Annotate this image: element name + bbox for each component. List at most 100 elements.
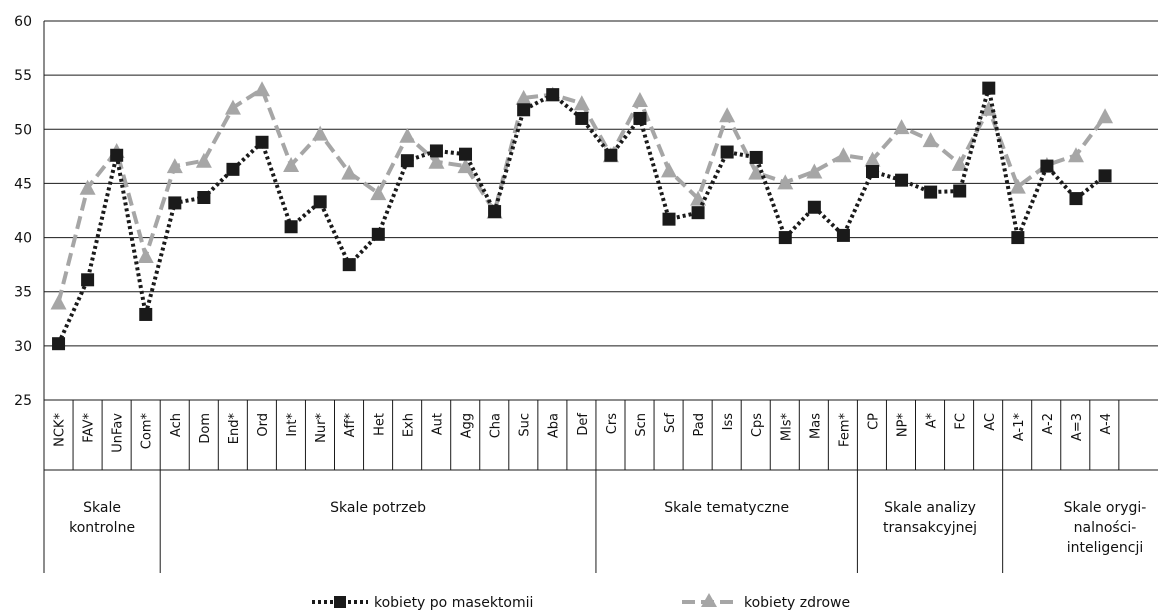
x-category-label: A-1* (1012, 413, 1027, 442)
x-category-label: NCK* (53, 413, 68, 447)
x-category-label: A=3 (1070, 413, 1085, 441)
data-point-triangle (631, 92, 648, 108)
group-label-line: nalności- (1074, 520, 1137, 536)
data-point-square (1098, 169, 1112, 183)
data-point-square (81, 273, 95, 287)
data-point-square (313, 195, 327, 209)
x-category-label: Agg (460, 413, 475, 438)
group-label-line: Skale orygi- (1064, 500, 1147, 516)
data-point-triangle (573, 95, 590, 111)
category-groups: Skale kontrolne Skale potrzeb Skale tematyc… (69, 500, 1146, 556)
x-category-label: Aff* (343, 413, 358, 438)
data-point-triangle (1097, 108, 1114, 124)
x-category-label: Mas (808, 413, 823, 439)
series-1 (52, 81, 1112, 351)
data-point-triangle (951, 155, 968, 171)
data-point-triangle (719, 107, 736, 123)
x-category-label: CP (866, 413, 881, 430)
data-point-square (924, 185, 938, 199)
x-category-label: AC (983, 413, 998, 431)
data-point-triangle (254, 81, 271, 97)
y-tick-label: 50 (14, 122, 32, 138)
group-label-line: inteligencji (1067, 540, 1144, 556)
data-point-triangle (777, 174, 794, 190)
legend-label-series-2: kobiety zdrowe (744, 595, 850, 610)
data-point-triangle (748, 164, 765, 180)
x-category-label: Nur* (314, 413, 329, 443)
x-category-label: Scf (663, 413, 678, 433)
y-tick-label: 30 (14, 339, 32, 355)
data-point-square (865, 165, 879, 179)
data-point-triangle (341, 164, 358, 180)
series-line (56, 87, 1107, 345)
legend: kobiety po masektomii kobiety zdrowe (312, 593, 850, 610)
data-point-triangle (1009, 178, 1026, 194)
y-tick-label: 60 (14, 14, 32, 30)
x-axis-category-labels: NCK* FAV* UnFav Com* Ach Dom End* Ord Int* Nur* Af… (53, 413, 1115, 453)
x-category-label: Dom (198, 413, 213, 444)
group-label-line: transakcyjnej (883, 520, 977, 536)
group-label-line: Skale tematyczne (664, 500, 789, 516)
data-point-square (371, 227, 385, 241)
data-point-square (1011, 231, 1025, 245)
data-point-square (575, 111, 589, 125)
data-point-triangle (864, 151, 881, 167)
data-point-square (546, 88, 560, 102)
x-category-label: FC (954, 413, 969, 430)
axes (43, 21, 1158, 573)
y-tick-label: 25 (14, 393, 32, 409)
x-category-label: FAV* (82, 413, 97, 443)
x-category-label: Scn (634, 413, 649, 437)
x-category-label: Mls* (779, 413, 794, 442)
y-tick-label: 45 (14, 176, 32, 192)
legend-item-series-2: kobiety zdrowe (682, 593, 850, 610)
x-category-label: Pad (692, 413, 707, 436)
data-point-square (749, 150, 763, 164)
data-point-square (52, 337, 66, 351)
data-point-triangle (690, 190, 707, 206)
x-category-label: UnFav (111, 413, 126, 453)
data-point-square (662, 212, 676, 226)
x-category-label: Cha (489, 413, 504, 438)
data-point-square (953, 184, 967, 198)
data-point-triangle (515, 89, 532, 105)
data-point-triangle (835, 147, 852, 163)
data-point-square (226, 162, 240, 176)
legend-marker-square (334, 596, 346, 608)
data-point-triangle (166, 158, 183, 174)
group-label-line: Skale potrzeb (330, 500, 426, 516)
data-point-square (110, 148, 124, 162)
data-point-triangle (457, 158, 474, 174)
data-point-triangle (283, 157, 300, 173)
x-category-label: A-4 (1099, 413, 1114, 435)
y-tick-label: 40 (14, 231, 32, 247)
data-point-square (807, 200, 821, 214)
group-label-line: Skale analizy (884, 500, 976, 516)
group-label-line: kontrolne (69, 520, 135, 536)
y-axis-tick-labels: 25 30 35 40 45 50 55 60 (14, 14, 32, 409)
x-category-label: A* (925, 413, 940, 429)
data-point-square (459, 147, 473, 161)
x-category-label: Fem* (837, 413, 852, 447)
x-category-label: Crs (605, 413, 620, 434)
series (50, 81, 1114, 351)
data-point-square (168, 196, 182, 210)
y-tick-label: 35 (14, 285, 32, 301)
x-category-label: End* (227, 413, 242, 445)
x-category-label: Aba (547, 413, 562, 438)
x-category-label: Exh (401, 413, 416, 437)
data-point-square (691, 206, 705, 220)
data-point-square (1040, 159, 1054, 173)
data-point-square (429, 144, 443, 158)
x-category-label: Cps (750, 413, 765, 437)
x-category-label: NP* (896, 413, 911, 438)
data-point-square (604, 148, 618, 162)
x-category-label: Ach (169, 413, 184, 437)
data-point-square (342, 258, 356, 272)
x-category-label: Int* (285, 413, 300, 437)
data-point-square (778, 231, 792, 245)
data-point-square (982, 81, 996, 95)
legend-label-series-1: kobiety po masektomii (374, 595, 533, 610)
legend-marker-triangle (701, 593, 717, 607)
